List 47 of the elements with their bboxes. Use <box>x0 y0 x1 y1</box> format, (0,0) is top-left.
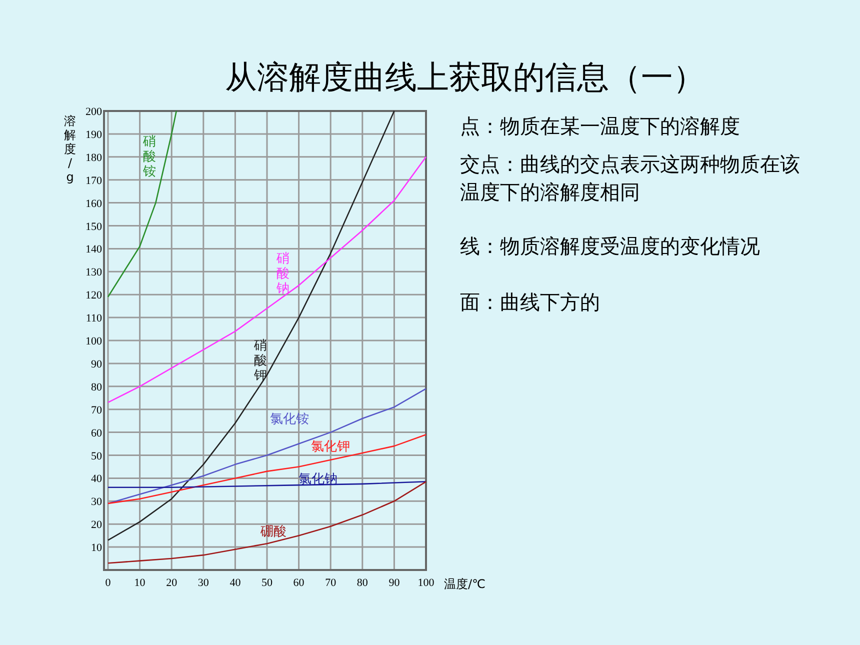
line-series <box>107 110 395 541</box>
series-label: 硝酸铵 <box>142 134 156 180</box>
x-tick-label: 10 <box>134 577 146 589</box>
x-tick-label: 0 <box>105 577 112 589</box>
series-label: 硝酸钾 <box>253 338 268 384</box>
x-tick-label: 80 <box>356 577 368 589</box>
硝酸铵: 硝酸铵 <box>107 110 177 298</box>
y-tick-label: 110 <box>86 312 102 325</box>
y-tick-label: 70 <box>91 404 102 416</box>
y-axis-title: 溶解度/g <box>64 114 76 184</box>
y-tick-label: 200 <box>86 106 102 118</box>
y-tick-label: 100 <box>86 336 102 348</box>
line-series <box>107 388 427 504</box>
series-label: 氯化钾 <box>311 440 350 455</box>
chart-title: 从溶解度曲线上获取的信息（一） <box>225 58 705 96</box>
series-label: 硝酸钠 <box>275 251 290 296</box>
y-tick-label: 170 <box>86 174 102 187</box>
y-tick-label: 160 <box>86 198 102 210</box>
y-tick-label: 60 <box>91 427 102 440</box>
y-tick-label: 10 <box>91 542 102 554</box>
y-tick-label: 40 <box>91 473 102 486</box>
y-tick-label: 130 <box>86 266 102 279</box>
y-tick-label: 30 <box>91 496 102 508</box>
x-tick-label: 40 <box>230 577 242 589</box>
y-tick-label: 90 <box>91 358 102 370</box>
line-series <box>107 434 427 504</box>
text: 面：曲线下方的 <box>460 289 601 316</box>
x-tick-label: 100 <box>418 577 435 589</box>
x-tick-label: 30 <box>198 577 210 589</box>
y-tick-label: 20 <box>91 519 102 532</box>
x-tick-label: 90 <box>388 577 400 589</box>
y-tick-label: 150 <box>86 220 102 233</box>
y-tick-label: 120 <box>86 290 102 302</box>
x-tick-label: 20 <box>166 577 178 589</box>
text: 交点：曲线的交点表示这两种物质在该温度下的溶解度相同 <box>460 151 800 206</box>
text: 点：物质在某一温度下的溶解度 <box>460 113 741 140</box>
text: 线：物质溶解度受温度的变化情况 <box>460 233 761 260</box>
x-tick-label: 60 <box>293 577 305 589</box>
y-tick-label: 80 <box>91 381 102 394</box>
y-tick-label: 190 <box>86 128 102 141</box>
y-tick-label: 180 <box>86 152 102 164</box>
x-axis-title: 温度/℃ <box>444 577 486 591</box>
y-tick-label: 50 <box>91 450 102 462</box>
series-label: 硼酸 <box>259 524 286 540</box>
y-tick-label: 140 <box>86 244 102 256</box>
x-tick-label: 50 <box>262 577 273 589</box>
x-tick-label: 70 <box>325 577 337 589</box>
